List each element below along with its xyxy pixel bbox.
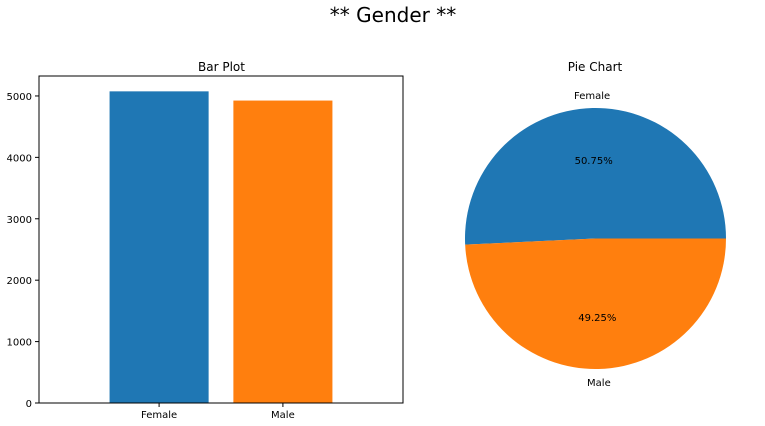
- y-tick-label: 0: [26, 399, 32, 410]
- pie-slice-female: [465, 107, 727, 245]
- y-tick-label: 4000: [7, 153, 32, 164]
- pie-pct-label: 49.25%: [578, 313, 616, 324]
- y-tick-label: 2000: [7, 276, 32, 287]
- bar-female: [109, 91, 209, 403]
- pie-label: Female: [574, 91, 610, 102]
- pie-marks: Female 50.75% Male 49.25%: [465, 91, 727, 389]
- pie-label: Male: [587, 378, 611, 389]
- pie-chart-title: Pie Chart: [568, 60, 623, 74]
- pie-chart: Pie Chart Female 50.75% Male 49.25%: [465, 60, 727, 389]
- bar-chart: Bar Plot 0 1000 2000 3000 4000 5000 Female Mal…: [7, 60, 404, 421]
- bar-marks: [109, 91, 333, 403]
- y-tick-label: 5000: [7, 92, 32, 103]
- bar-x-axis: Female Male: [141, 403, 295, 421]
- y-tick-label: 3000: [7, 215, 32, 226]
- figure-suptitle: ** Gender **: [330, 3, 456, 27]
- bar-y-axis: 0 1000 2000 3000 4000 5000: [7, 92, 39, 410]
- pie-pct-label: 50.75%: [575, 156, 613, 167]
- x-tick-label: Female: [141, 410, 177, 421]
- x-tick-label: Male: [271, 410, 295, 421]
- bar-chart-title: Bar Plot: [198, 60, 245, 74]
- y-tick-label: 1000: [7, 338, 32, 349]
- bar-male: [233, 100, 333, 403]
- pie-slice-male: [465, 238, 726, 369]
- bar-plot-frame: [38, 75, 404, 404]
